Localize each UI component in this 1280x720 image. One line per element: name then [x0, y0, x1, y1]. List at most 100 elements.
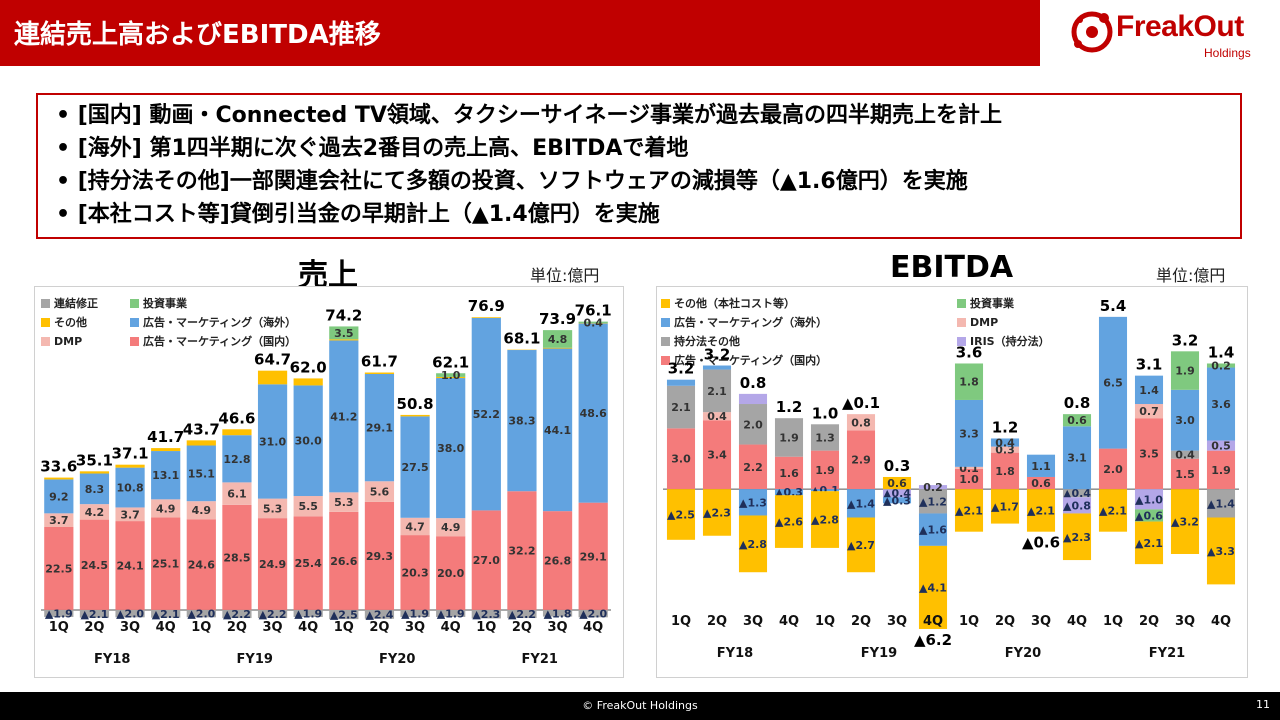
ebitda-quarter-label: 3Q: [1175, 614, 1195, 629]
ebitda-bar-segment: [954, 363, 984, 400]
bullet-overseas: • [海外] 第1四半期に次ぐ過去2番目の売上高、EBITDAで着地: [56, 136, 689, 161]
sales-segment-label: 13.1: [152, 469, 179, 482]
ebitda-bar-segment: [954, 489, 984, 532]
ebitda-bar-segment: [918, 513, 948, 546]
bullet-equity-method: • [持分法その他]一部関連会社にて多額の投資、ソフトウェアの減損等（▲1.6億…: [56, 169, 968, 194]
sales-bar-segment: [542, 609, 573, 617]
sales-bar-segment: [329, 339, 359, 341]
sales-segment-label: 3.5: [334, 327, 354, 340]
ebitda-quarter-label: 4Q: [1067, 614, 1087, 629]
sales-quarter-label: 2Q: [512, 620, 532, 635]
ebitda-total-label: 3.2: [668, 360, 695, 378]
ebitda-segment-label: ▲1.6: [919, 524, 947, 537]
sales-quarter-label: 3Q: [548, 620, 568, 635]
ebitda-segment-label: ▲3.3: [1207, 545, 1235, 558]
ebitda-bar-segment: [1134, 418, 1164, 490]
sales-bar-segment: [186, 519, 216, 610]
ebitda-fiscal-year-label: FY20: [1005, 646, 1041, 661]
sales-quarter-label: 3Q: [405, 620, 425, 635]
ebitda-segment-label: 2.0: [743, 418, 763, 431]
ebitda-bar-segment: [738, 489, 768, 516]
ebitda-segment-label: 3.1: [1067, 452, 1087, 465]
sales-segment-label: ▲2.1: [80, 608, 108, 621]
bullet-domestic: • [国内] 動画・Connected TV領域、タクシーサイネージ事業が過去最…: [56, 103, 1003, 128]
ebitda-bar-segment: [990, 438, 1020, 447]
ebitda-segment-label: ▲2.5: [667, 508, 695, 521]
ebitda-bar-segment: [990, 489, 1020, 524]
ebitda-total-label: 3.2: [704, 346, 731, 364]
sales-bar-segment: [293, 378, 323, 386]
sales-segment-label: 26.8: [544, 555, 571, 568]
ebitda-fiscal-year-label: FY18: [717, 646, 753, 661]
ebitda-total-label: 5.4: [1100, 297, 1127, 315]
ebitda-bar-segment: [738, 444, 768, 490]
sales-bar-segment: [79, 504, 110, 520]
ebitda-quarter-label: 1Q: [671, 614, 691, 629]
ebitda-bar-segment: [1206, 440, 1236, 451]
sales-segment-label: ▲2.0: [116, 608, 144, 621]
sales-bar-segment: [186, 445, 216, 502]
sales-bar-segment: [578, 323, 608, 503]
ebitda-segment-label: ▲1.2: [919, 495, 947, 508]
ebitda-bar-segment: [1098, 316, 1128, 449]
sales-bar-segment: [471, 510, 501, 610]
sales-segment-label: 24.9: [259, 558, 286, 571]
ebitda-bar-segment: [774, 489, 804, 496]
sales-chart: 連結修正 投資事業 その他 広告・マーケティング（海外） DMP 広告・マーケティング（国…: [34, 286, 624, 678]
sales-bar-segment: [578, 321, 608, 324]
ebitda-segment-label: 2.9: [851, 454, 871, 467]
ebitda-segment-label: 6.5: [1103, 377, 1123, 390]
sales-legend-label: 連結修正: [54, 296, 98, 310]
sales-quarter-label: 2Q: [369, 620, 389, 635]
ebitda-bar-segment: [846, 489, 876, 518]
ebitda-segment-label: 1.9: [1211, 464, 1231, 477]
ebitda-segment-label: ▲2.1: [1099, 504, 1127, 517]
sales-bar-segment: [151, 517, 181, 610]
sales-bar-segment: [329, 511, 359, 610]
ebitda-quarter-label: 1Q: [815, 614, 835, 629]
ebitda-segment-label: ▲0.3: [883, 494, 911, 507]
sales-total-label: 41.7: [147, 428, 184, 446]
sales-segment-label: 1.0: [441, 369, 461, 382]
ebitda-quarter-label: 2Q: [851, 614, 871, 629]
ebitda-chart: その他（本社コスト等） 投資事業 広告・マーケティング（海外） DMP 持分法その他 IR…: [656, 286, 1248, 678]
sales-segment-label: 22.5: [45, 562, 72, 575]
sales-legend-swatch: [41, 318, 50, 327]
sales-segment-label: 48.6: [580, 407, 607, 420]
ebitda-bar-segment: [990, 452, 1020, 490]
sales-segment-label: ▲2.3: [472, 608, 500, 621]
sales-quarter-label: 4Q: [156, 620, 176, 635]
sales-segment-label: 27.5: [401, 461, 428, 474]
ebitda-bar-segment: [846, 414, 876, 431]
sales-bar-segment: [222, 435, 252, 483]
sales-segment-label: 5.5: [298, 500, 318, 513]
ebitda-bar-segment: [1062, 497, 1092, 514]
sales-segment-label: ▲2.2: [259, 608, 287, 621]
sales-total-label: 62.0: [290, 358, 327, 376]
sales-segment-label: 5.3: [334, 496, 354, 509]
ebitda-legend-swatch: [661, 299, 670, 308]
sales-segment-label: 4.7: [405, 520, 425, 533]
ebitda-bar-segment: [1062, 426, 1092, 490]
ebitda-quarter-label: 1Q: [1103, 614, 1123, 629]
sales-bar-segment: [436, 518, 466, 537]
ebitda-bar-segment: [990, 446, 1020, 453]
sales-segment-label: ▲2.1: [152, 608, 180, 621]
sales-bar-segment: [578, 609, 608, 618]
sales-total-label: 35.1: [76, 451, 113, 469]
ebitda-segment-label: ▲2.6: [775, 516, 803, 529]
sales-bar-segment: [400, 609, 430, 617]
ebitda-quarter-label: 4Q: [779, 614, 799, 629]
sales-legend-swatch: [41, 337, 50, 346]
ebitda-bar-segment: [1026, 489, 1056, 532]
ebitda-bar-segment: [702, 365, 732, 370]
sales-bar-segment: [364, 609, 395, 619]
sales-bar-segment: [293, 496, 323, 517]
sales-bar-segment: [257, 518, 288, 610]
sales-bar-segment: [115, 609, 145, 618]
sales-bar-segment: [186, 609, 216, 618]
ebitda-total-label: 0.8: [740, 374, 767, 392]
ebitda-bar-segment: [1206, 363, 1236, 368]
ebitda-bar-segment: [1062, 513, 1092, 561]
ebitda-total-label: ▲0.1: [842, 394, 880, 412]
